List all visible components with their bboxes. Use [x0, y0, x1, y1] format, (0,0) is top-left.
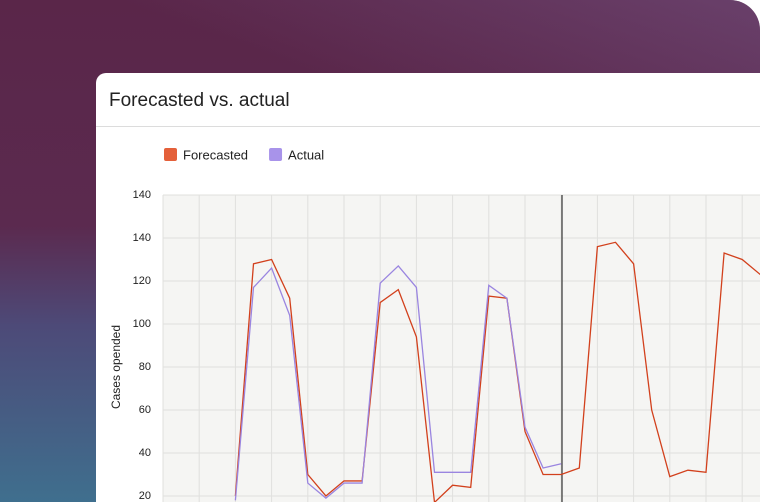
- y-tick-label: 20: [139, 490, 151, 502]
- legend-label: Forecasted: [183, 147, 248, 162]
- y-tick-label: 80: [139, 361, 151, 373]
- y-tick-label: 140: [133, 232, 151, 244]
- y-tick-label: 60: [139, 404, 151, 416]
- y-axis-label: Cases opended: [109, 325, 123, 409]
- legend-label: Actual: [288, 147, 324, 162]
- series-line: [234, 264, 562, 501]
- y-tick-label: 100: [133, 318, 151, 330]
- divider: [96, 126, 760, 127]
- y-tick-label: 40: [139, 447, 151, 459]
- chart-title: Forecasted vs. actual: [109, 90, 290, 111]
- y-tick-label: 140: [133, 189, 151, 201]
- series-line: [234, 241, 760, 502]
- plot-area: [163, 195, 760, 502]
- legend-swatch: [269, 148, 283, 161]
- series-group: [234, 241, 760, 502]
- legend-swatch: [164, 148, 177, 161]
- y-tick-label: 120: [133, 275, 151, 287]
